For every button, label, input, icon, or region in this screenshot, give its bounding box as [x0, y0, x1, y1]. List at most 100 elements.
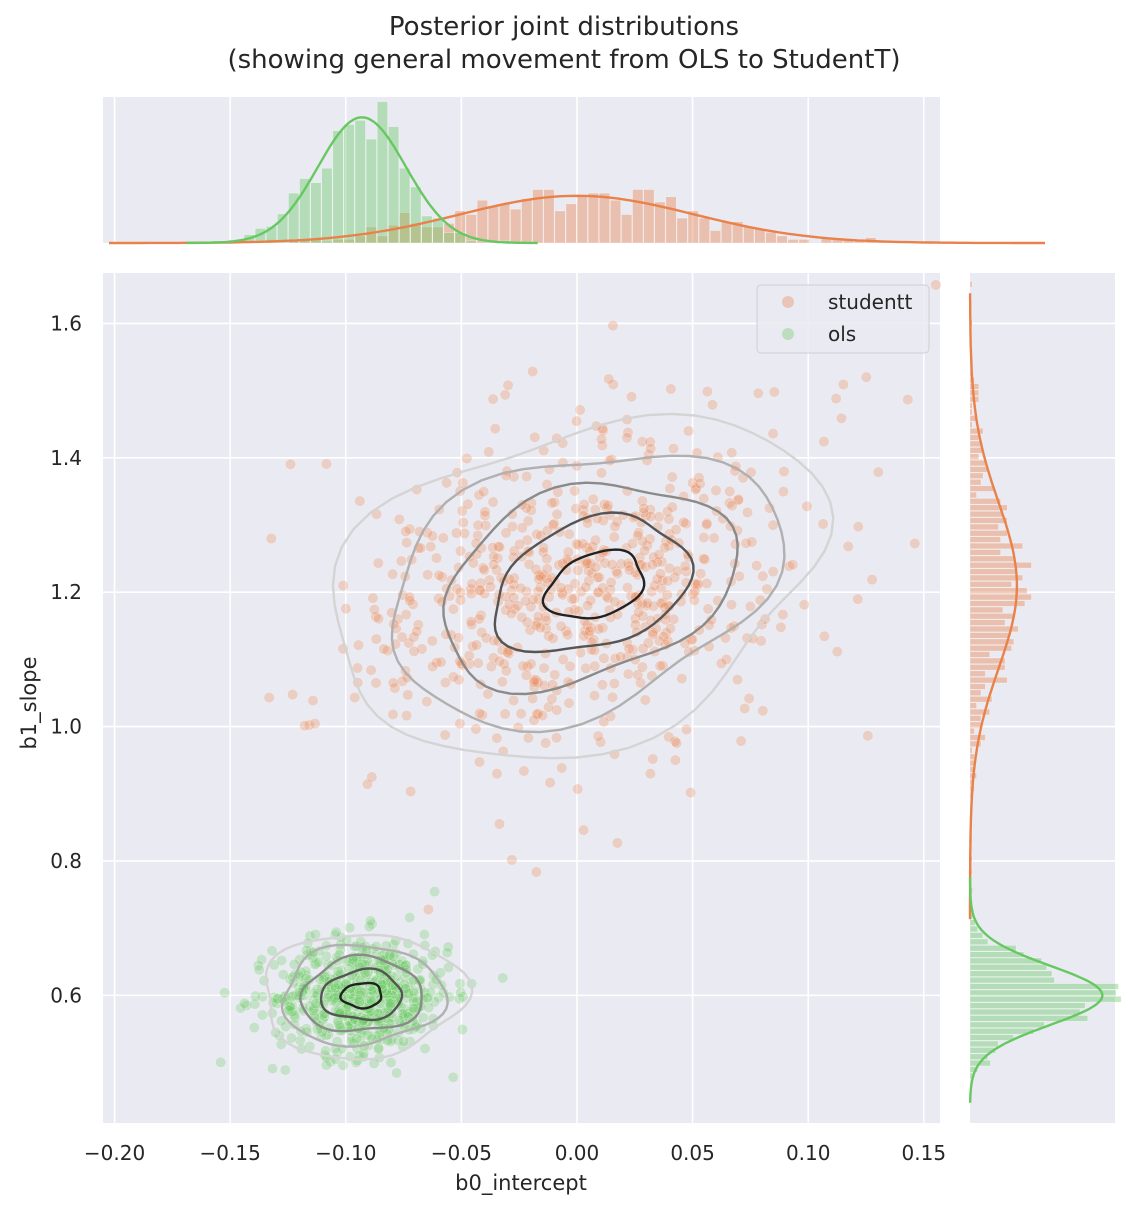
right-hist-bar-studentt: [969, 715, 982, 722]
right-hist-bar-studentt: [969, 747, 973, 754]
scatter-point-ols: [428, 996, 440, 1008]
right-hist-bar-studentt: [969, 561, 1032, 569]
chart-title-line-2: (showing general movement from OLS to St…: [227, 45, 900, 75]
scatter-point-ols: [383, 989, 395, 1001]
scatter-point-ols: [456, 1024, 468, 1036]
scatter-point-studentt: [433, 569, 445, 581]
scatter-point-ols: [399, 1009, 411, 1021]
scatter-point-ols: [407, 987, 419, 999]
scatter-point-studentt: [498, 658, 510, 670]
top-hist-bar-ols: [421, 215, 433, 244]
scatter-point-studentt: [687, 477, 699, 489]
chart-title: Posterior joint distributions (showing g…: [227, 12, 900, 75]
scatter-point-ols: [386, 988, 398, 1000]
legend-marker-studentt: [782, 296, 794, 308]
scatter-point-studentt: [465, 588, 477, 600]
contour-ols-level-4: [319, 967, 404, 1022]
scatter-point-ols: [407, 1002, 419, 1014]
scatter-point-studentt: [654, 660, 666, 672]
scatter-point-studentt: [669, 754, 681, 766]
scatter-point-ols: [427, 978, 439, 990]
scatter-point-studentt: [669, 735, 681, 747]
scatter-point-studentt: [593, 623, 605, 635]
scatter-point-studentt: [627, 644, 639, 656]
y-axis-label: b1_slope: [17, 656, 42, 749]
scatter-point-studentt: [524, 624, 536, 636]
scatter-point-studentt: [735, 735, 747, 747]
scatter-point-ols: [314, 1006, 326, 1018]
scatter-point-studentt: [592, 586, 604, 598]
scatter-point-studentt: [505, 607, 517, 619]
scatter-point-studentt: [595, 433, 607, 445]
scatter-point-ols: [320, 950, 332, 962]
scatter-point-studentt: [499, 708, 511, 720]
scatter-point-studentt: [610, 565, 622, 577]
scatter-point-studentt: [584, 625, 596, 637]
right-hist-bar-ols: [969, 995, 1122, 1003]
right-hist-bar-studentt: [969, 402, 973, 409]
scatter-point-studentt: [581, 557, 593, 569]
right-hist-bar-ols: [969, 970, 1053, 977]
scatter-point-studentt: [589, 660, 601, 672]
scatter-point-studentt: [403, 591, 415, 603]
legend: studentt ols: [756, 284, 930, 354]
scatter-point-studentt: [537, 542, 549, 554]
right-hist-bar-ols: [969, 976, 1055, 984]
top-hist-bar-ols: [265, 226, 278, 244]
scatter-point-ols: [323, 979, 335, 991]
scatter-point-studentt: [528, 676, 540, 688]
scatter-point-ols: [442, 941, 454, 953]
scatter-point-studentt: [488, 635, 500, 647]
scatter-point-studentt: [563, 697, 575, 709]
scatter-point-studentt: [657, 660, 669, 672]
scatter-point-ols: [398, 1008, 410, 1020]
scatter-point-studentt: [426, 635, 438, 647]
right-hist-bar-studentt: [969, 708, 991, 716]
scatter-point-ols: [391, 1067, 403, 1079]
scatter-point-studentt: [648, 600, 660, 612]
scatter-point-studentt: [637, 610, 649, 622]
scatter-point-studentt: [682, 425, 694, 437]
scatter-point-ols: [354, 989, 366, 1001]
scatter-point-studentt: [467, 557, 479, 569]
scatter-point-studentt: [527, 593, 539, 605]
scatter-point-studentt: [589, 534, 601, 546]
scatter-point-studentt: [387, 677, 399, 689]
scatter-point-ols: [346, 957, 358, 969]
right-hist-bar-ols: [969, 1028, 1035, 1035]
scatter-point-studentt: [583, 575, 595, 587]
scatter-point-studentt: [512, 600, 524, 612]
scatter-point-studentt: [569, 578, 581, 590]
right-hist-bar-studentt: [969, 478, 982, 486]
scatter-point-studentt: [609, 652, 621, 664]
scatter-point-studentt: [743, 692, 755, 704]
scatter-point-studentt: [768, 386, 780, 398]
scatter-point-studentt: [532, 610, 544, 622]
scatter-point-ols: [313, 956, 325, 968]
scatter-point-studentt: [604, 584, 616, 596]
scatter-point-studentt: [474, 585, 486, 597]
scatter-point-studentt: [636, 436, 648, 448]
scatter-point-studentt: [447, 603, 459, 615]
top-hist-bar-studentt: [709, 230, 722, 244]
scatter-point-studentt: [491, 564, 503, 576]
scatter-point-studentt: [488, 551, 500, 563]
scatter-point-studentt: [725, 599, 737, 611]
scatter-point-ols: [283, 1000, 295, 1012]
scatter-point-studentt: [596, 439, 608, 451]
scatter-point-studentt: [447, 671, 459, 683]
scatter-point-studentt: [405, 785, 417, 797]
scatter-point-studentt: [546, 693, 558, 705]
scatter-point-studentt: [706, 399, 718, 411]
scatter-point-studentt: [641, 539, 653, 551]
scatter-point-ols: [332, 1017, 344, 1029]
scatter-point-studentt: [642, 637, 654, 649]
scatter-point-ols: [329, 982, 341, 994]
scatter-point-ols: [283, 1004, 295, 1016]
scatter-point-studentt: [370, 633, 382, 645]
right-hist-bar-studentt: [969, 574, 1024, 582]
scatter-point-studentt: [454, 594, 466, 606]
scatter-point-studentt: [500, 527, 512, 539]
scatter-point-studentt: [534, 581, 546, 593]
scatter-point-studentt: [692, 579, 704, 591]
